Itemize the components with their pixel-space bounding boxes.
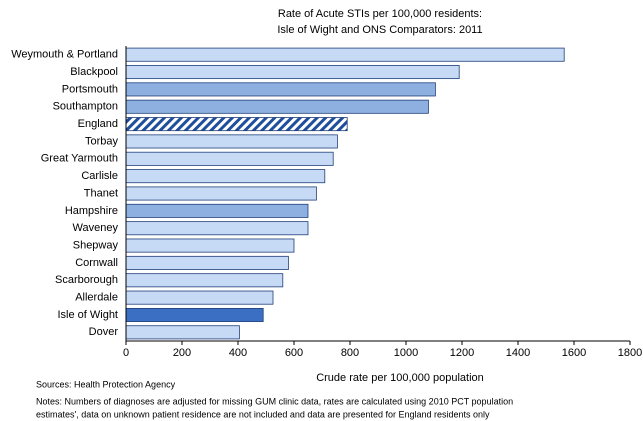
x-tick-label: 400 bbox=[229, 347, 247, 359]
y-tick-label: Dover bbox=[89, 326, 119, 338]
y-tick-label: Scarborough bbox=[55, 274, 118, 286]
bar bbox=[125, 134, 338, 149]
x-tick-label: 600 bbox=[285, 347, 303, 359]
y-tick-label: Southampton bbox=[53, 101, 118, 113]
bar bbox=[125, 169, 326, 184]
bar bbox=[125, 238, 295, 253]
bar bbox=[125, 325, 240, 340]
y-tick-label: Blackpool bbox=[70, 66, 118, 78]
bar bbox=[125, 151, 334, 166]
bar bbox=[125, 99, 429, 114]
x-axis-label: Crude rate per 100,000 population bbox=[316, 372, 484, 384]
notes: estimates', data on unknown patient resi… bbox=[36, 409, 490, 419]
y-tick-label: England bbox=[78, 118, 118, 130]
bar bbox=[125, 117, 348, 132]
y-tick-label: Torbay bbox=[85, 135, 119, 147]
x-tick-label: 200 bbox=[173, 347, 191, 359]
y-tick-label: Allerdale bbox=[75, 292, 118, 304]
y-tick-label: Shepway bbox=[73, 239, 119, 251]
bar bbox=[125, 221, 309, 236]
y-tick-label: Weymouth & Portland bbox=[11, 49, 118, 61]
bar bbox=[125, 47, 565, 62]
x-tick-label: 1200 bbox=[450, 347, 474, 359]
bar bbox=[125, 273, 284, 288]
y-tick-label: Isle of Wight bbox=[57, 309, 118, 321]
notes: Notes: Numbers of diagnoses are adjusted… bbox=[36, 396, 513, 406]
bar bbox=[125, 65, 460, 80]
bar bbox=[125, 186, 317, 201]
bar bbox=[125, 255, 289, 270]
y-tick-label: Great Yarmouth bbox=[41, 153, 118, 165]
y-tick-label: Cornwall bbox=[75, 257, 118, 269]
x-tick-label: 1000 bbox=[394, 347, 418, 359]
bar bbox=[125, 82, 436, 97]
x-tick-label: 800 bbox=[341, 347, 359, 359]
y-tick-label: Thanet bbox=[84, 187, 118, 199]
chart-title: Rate of Acute STIs per 100,000 residents… bbox=[278, 8, 482, 20]
x-tick-label: 0 bbox=[123, 347, 129, 359]
bar bbox=[125, 203, 309, 218]
chart-title: Isle of Wight and ONS Comparators: 2011 bbox=[277, 24, 482, 36]
x-tick-label: 1800 bbox=[618, 347, 642, 359]
y-tick-label: Waveney bbox=[73, 222, 119, 234]
x-tick-label: 1400 bbox=[506, 347, 530, 359]
y-tick-label: Carlisle bbox=[81, 170, 118, 182]
y-tick-label: Portsmouth bbox=[62, 83, 118, 95]
bar bbox=[125, 290, 274, 305]
bar bbox=[125, 307, 264, 322]
x-tick-label: 1600 bbox=[562, 347, 586, 359]
source-note: Sources: Health Protection Agency bbox=[36, 379, 176, 389]
y-tick-label: Hampshire bbox=[65, 205, 118, 217]
